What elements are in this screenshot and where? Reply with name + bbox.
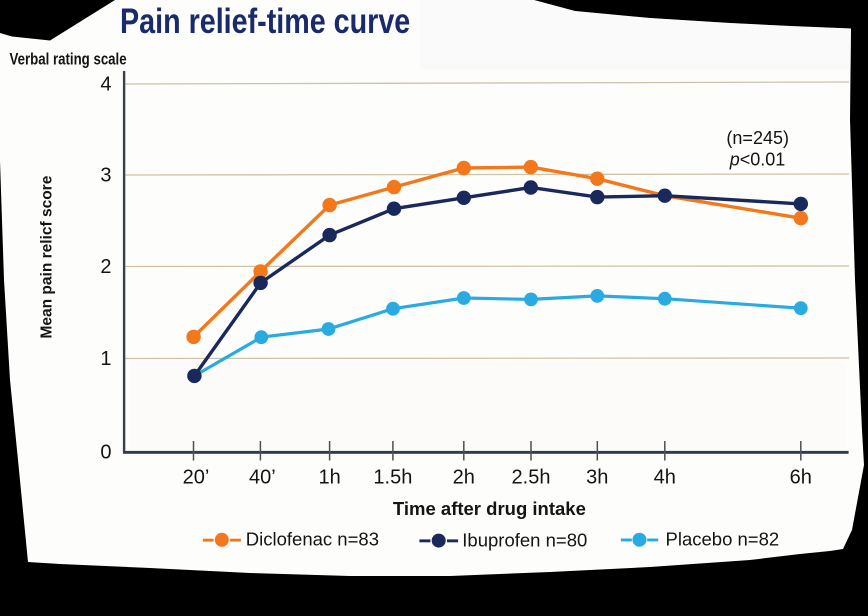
svg-text:4: 4 — [100, 73, 111, 95]
svg-text:Ibuprofen n=80: Ibuprofen n=80 — [462, 530, 587, 551]
svg-text:2h: 2h — [453, 467, 475, 489]
svg-text:3: 3 — [100, 164, 111, 186]
svg-text:Time after drug intake: Time after drug intake — [393, 498, 586, 519]
svg-text:Pain relief-time curve: Pain relief-time curve — [120, 1, 410, 40]
svg-text:0: 0 — [100, 441, 111, 463]
svg-text:3h: 3h — [586, 467, 608, 489]
svg-text:(n=245): (n=245) — [726, 128, 789, 148]
svg-text:Verbal rating scale: Verbal rating scale — [10, 50, 127, 69]
svg-text:p<0.01: p<0.01 — [729, 150, 786, 170]
svg-text:2: 2 — [100, 256, 111, 278]
svg-text:1.5h: 1.5h — [373, 467, 412, 489]
svg-text:2.5h: 2.5h — [512, 467, 551, 489]
svg-text:Placebo n=82: Placebo n=82 — [666, 529, 780, 550]
svg-text:1: 1 — [100, 348, 111, 370]
svg-text:6h: 6h — [790, 467, 812, 489]
svg-text:Mean pain relicf score: Mean pain relicf score — [39, 175, 56, 338]
svg-text:40’: 40’ — [249, 467, 276, 489]
svg-text:20’: 20’ — [183, 467, 210, 489]
svg-text:Diclofenac n=83: Diclofenac n=83 — [246, 529, 379, 550]
svg-text:4h: 4h — [654, 467, 676, 489]
svg-text:1h: 1h — [318, 467, 340, 489]
